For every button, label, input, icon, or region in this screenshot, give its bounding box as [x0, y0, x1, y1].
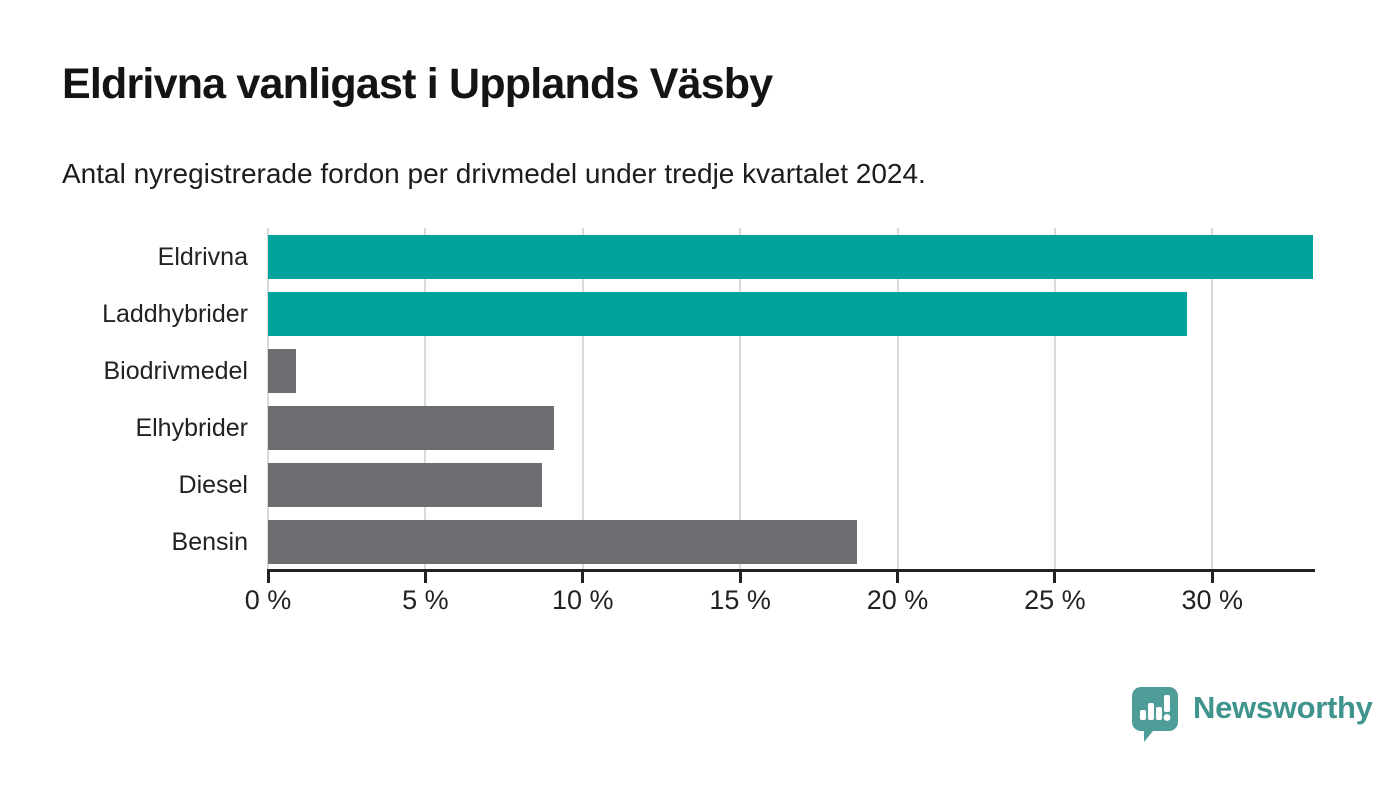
- chart-subtitle: Antal nyregistrerade fordon per drivmede…: [62, 158, 926, 189]
- gridline: [1053, 228, 1056, 569]
- category-label: Laddhybrider: [102, 300, 248, 328]
- gridline: [424, 228, 427, 569]
- category-label: Eldrivna: [157, 243, 248, 271]
- x-axis-tick: [266, 572, 270, 583]
- x-axis-tick: [423, 572, 427, 583]
- bar-biodrivmedel: [268, 349, 297, 393]
- bar-diesel: [268, 463, 542, 507]
- x-axis-tick: [1053, 572, 1057, 583]
- bar-bensin: [268, 520, 857, 564]
- gridline: [739, 228, 742, 569]
- x-axis-line: [267, 569, 1315, 572]
- chart-title: Eldrivna vanligast i Upplands Väsby: [62, 60, 773, 108]
- x-axis-tick-label: 30 %: [1181, 585, 1244, 615]
- bar-eldrivna: [268, 235, 1313, 279]
- bar-elhybrider: [268, 406, 555, 450]
- bar-laddhybrider: [268, 292, 1188, 336]
- category-label: Biodrivmedel: [103, 357, 248, 385]
- newsworthy-logo-text: Newsworthy: [1193, 690, 1373, 725]
- x-axis-tick-label: 0 %: [244, 585, 292, 615]
- gridline: [1211, 228, 1214, 569]
- plot-area: [267, 228, 1313, 569]
- x-axis-tick-label: 20 %: [866, 585, 929, 615]
- x-axis-tick-label: 5 %: [402, 585, 449, 615]
- category-label: Elhybrider: [135, 414, 248, 442]
- x-axis-tick-label: 15 %: [709, 585, 771, 615]
- x-axis-tick-label: 10 %: [551, 585, 614, 615]
- x-axis-tick-label: 25 %: [1024, 585, 1086, 615]
- x-axis-tick: [1210, 572, 1214, 583]
- gridline: [581, 228, 584, 569]
- category-label: Bensin: [171, 528, 248, 556]
- x-axis-tick: [738, 572, 742, 583]
- category-label: Diesel: [178, 471, 248, 499]
- newsworthy-logo: Newsworthy: [1131, 686, 1373, 744]
- gridline: [267, 228, 269, 569]
- gridline: [896, 228, 899, 569]
- x-axis-tick: [581, 572, 585, 583]
- newsworthy-logo-icon: [1132, 687, 1178, 742]
- x-axis-tick: [896, 572, 900, 583]
